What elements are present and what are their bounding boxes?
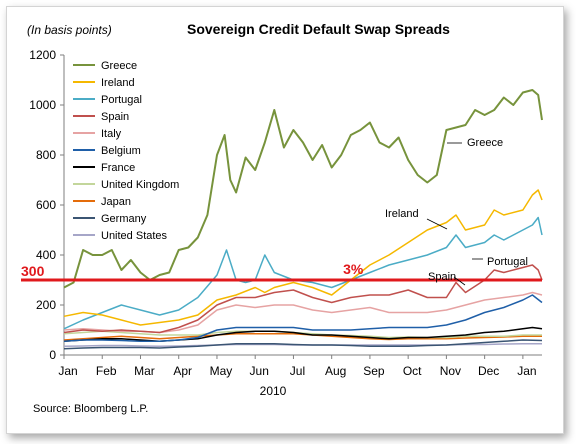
x-axis-year-label: 2010 — [260, 384, 287, 398]
series-line-ireland — [63, 189, 543, 326]
legend-label-spain: Spain — [101, 111, 129, 123]
x-tick-label-may: May — [210, 364, 233, 378]
legend-label-italy: Italy — [101, 128, 122, 140]
legend-label-ireland: Ireland — [101, 77, 135, 89]
chart-title: Sovereign Credit Default Swap Spreads — [187, 21, 450, 37]
y-tick-label-600: 600 — [36, 198, 56, 212]
legend-label-united-states: United States — [101, 230, 168, 242]
chart-subtitle: (In basis points) — [27, 23, 112, 37]
legend-label-germany: Germany — [101, 213, 147, 225]
legend-label-belgium: Belgium — [101, 145, 141, 157]
legend-label-greece: Greece — [101, 60, 137, 72]
x-tick-label-nov: Nov — [440, 364, 461, 378]
cds-spread-chart: (In basis points) Sovereign Credit Defau… — [21, 21, 543, 415]
legend-label-united-kingdom: United Kingdom — [101, 179, 179, 191]
y-tick-label-800: 800 — [36, 148, 56, 162]
chart-frame: (In basis points) Sovereign Credit Defau… — [6, 6, 564, 434]
annotation-label-greece: Greece — [467, 137, 503, 149]
x-tick-label-aug: Aug — [325, 364, 346, 378]
x-tick-label-jun: Jun — [250, 364, 269, 378]
y-tick-label-1200: 1200 — [29, 48, 56, 62]
series-line-spain — [63, 264, 543, 334]
series-line-france — [63, 326, 543, 343]
annotation-label-ireland: Ireland — [385, 208, 419, 220]
x-tick-label-jul: Jul — [290, 364, 305, 378]
series-line-belgium — [63, 294, 543, 343]
x-tick-label-apr: Apr — [173, 364, 192, 378]
y-tick-label-200: 200 — [36, 298, 56, 312]
y-tick-label-400: 400 — [36, 248, 56, 262]
series-line-germany — [63, 339, 543, 350]
series-group — [63, 89, 543, 350]
x-tick-label-sep: Sep — [363, 364, 385, 378]
annotation-leader-spain — [453, 276, 466, 286]
x-tick-label-feb: Feb — [96, 364, 117, 378]
annotation-label-spain: Spain — [428, 271, 456, 283]
series-line-portugal — [63, 216, 543, 330]
annotation-label-portugal: Portugal — [487, 256, 528, 268]
series-line-greece — [63, 89, 543, 289]
x-tick-label-mar: Mar — [134, 364, 155, 378]
reference-pct-label: 3% — [343, 261, 364, 277]
y-tick-label-0: 0 — [49, 348, 56, 362]
x-tick-label-dec: Dec — [478, 364, 499, 378]
reference-axis-label: 300 — [21, 263, 45, 279]
legend-label-portugal: Portugal — [101, 94, 142, 106]
x-tick-label-oct: Oct — [403, 364, 422, 378]
series-line-italy — [63, 291, 543, 334]
legend-label-france: France — [101, 162, 135, 174]
chart-source: Source: Bloomberg L.P. — [33, 403, 148, 415]
annotation-leader-ireland — [426, 218, 448, 230]
legend-label-japan: Japan — [101, 196, 131, 208]
x-tick-label-jan: Jan — [58, 364, 77, 378]
x-tick-label-jan: Jan — [517, 364, 536, 378]
y-tick-label-1000: 1000 — [29, 98, 56, 112]
legend: Greece Ireland Portugal Spain Italy Belgium Fr… — [73, 60, 179, 242]
